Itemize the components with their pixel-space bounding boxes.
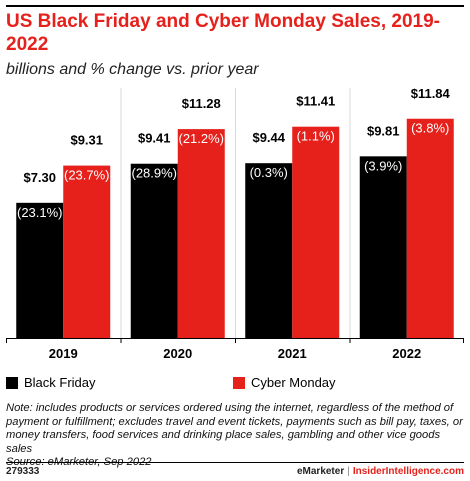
x-tick-label-2022: 2022 bbox=[392, 346, 421, 361]
change-label-cyber-monday-2021: (1.1%) bbox=[297, 129, 335, 144]
bar-black-friday-2020 bbox=[130, 163, 178, 338]
legend-label-cyber-monday: Cyber Monday bbox=[251, 375, 336, 390]
top-rule bbox=[6, 5, 464, 7]
bar-cyber-monday-2020 bbox=[177, 129, 225, 338]
note-line-2: payment or fulfillment; excludes travel … bbox=[6, 415, 463, 428]
chart-subtitle: billions and % change vs. prior year bbox=[6, 61, 259, 78]
legend-item-black-friday: Black Friday bbox=[6, 375, 96, 390]
bar-chart: $7.30 (23.1%) $9.31 (23.7%) 2019 $9.41 (28.9%)… bbox=[6, 88, 464, 361]
legend-label-black-friday: Black Friday bbox=[24, 375, 96, 390]
legend-item-cyber-monday: Cyber Monday bbox=[233, 375, 336, 390]
bar-cyber-monday-2019 bbox=[63, 165, 111, 338]
change-label-black-friday-2020: (28.9%) bbox=[131, 166, 177, 181]
note-line-1: Note: includes products or services orde… bbox=[6, 402, 454, 414]
x-tick-label-2019: 2019 bbox=[49, 346, 78, 361]
footer-rule bbox=[6, 462, 464, 463]
legend-swatch-cyber-monday bbox=[233, 376, 245, 389]
bar-cyber-monday-2021 bbox=[292, 126, 340, 338]
x-tick-label-2020: 2020 bbox=[163, 346, 192, 361]
brand-insider-intelligence: InsiderIntelligence.com bbox=[352, 466, 464, 477]
bar-black-friday-2019 bbox=[16, 202, 64, 338]
value-label-cyber-monday-2020: $11.28 bbox=[182, 96, 221, 111]
bar-black-friday-2021 bbox=[245, 163, 293, 338]
note-line-3: money transfers, food services and drink… bbox=[6, 429, 441, 455]
legend-swatch-black-friday bbox=[6, 376, 18, 389]
value-label-cyber-monday-2019: $9.31 bbox=[70, 133, 103, 148]
change-label-cyber-monday-2019: (23.7%) bbox=[64, 168, 110, 183]
value-label-black-friday-2020: $9.41 bbox=[138, 131, 171, 146]
change-label-black-friday-2021: (0.3%) bbox=[250, 165, 288, 180]
change-label-black-friday-2019: (23.1%) bbox=[17, 205, 63, 220]
value-label-black-friday-2019: $7.30 bbox=[23, 170, 56, 185]
bar-black-friday-2022 bbox=[359, 156, 407, 338]
value-label-cyber-monday-2021: $11.41 bbox=[296, 94, 335, 109]
value-label-black-friday-2022: $9.81 bbox=[367, 123, 400, 138]
x-tick-label-2021: 2021 bbox=[278, 346, 307, 361]
footer-brand: eMarketer | InsiderIntelligence.com bbox=[297, 466, 464, 477]
brand-emarketer: eMarketer bbox=[296, 466, 345, 477]
chart-note: Note: includes products or services orde… bbox=[6, 402, 466, 470]
change-label-cyber-monday-2022: (3.8%) bbox=[411, 121, 449, 136]
chart-id: 279333 bbox=[6, 466, 40, 477]
bar-cyber-monday-2022 bbox=[406, 118, 454, 338]
legend: Black Friday Cyber Monday bbox=[0, 375, 470, 393]
change-label-black-friday-2022: (3.9%) bbox=[364, 158, 402, 173]
value-label-black-friday-2021: $9.44 bbox=[252, 130, 285, 145]
chart-title: US Black Friday and Cyber Monday Sales, … bbox=[6, 11, 441, 55]
change-label-cyber-monday-2020: (21.2%) bbox=[178, 131, 224, 146]
brand-separator: | bbox=[347, 466, 350, 477]
value-label-cyber-monday-2022: $11.84 bbox=[411, 88, 451, 101]
